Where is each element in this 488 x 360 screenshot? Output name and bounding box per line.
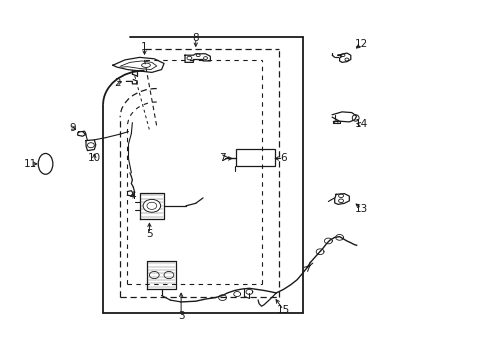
- Text: 8: 8: [192, 33, 199, 43]
- Text: 6: 6: [280, 153, 286, 163]
- Text: 5: 5: [146, 229, 152, 239]
- Ellipse shape: [38, 153, 53, 174]
- Text: 15: 15: [276, 305, 289, 315]
- Text: 12: 12: [354, 40, 367, 49]
- Text: 2: 2: [114, 78, 121, 88]
- Text: 13: 13: [354, 204, 367, 214]
- Text: 4: 4: [129, 191, 135, 201]
- Text: 11: 11: [24, 159, 38, 169]
- Text: 1: 1: [141, 42, 147, 52]
- Text: 10: 10: [87, 153, 101, 163]
- Text: 7: 7: [219, 153, 225, 163]
- Text: 3: 3: [178, 311, 184, 321]
- Circle shape: [143, 199, 160, 212]
- Text: 14: 14: [354, 120, 367, 129]
- Text: 9: 9: [69, 123, 76, 133]
- Bar: [235, 149, 274, 166]
